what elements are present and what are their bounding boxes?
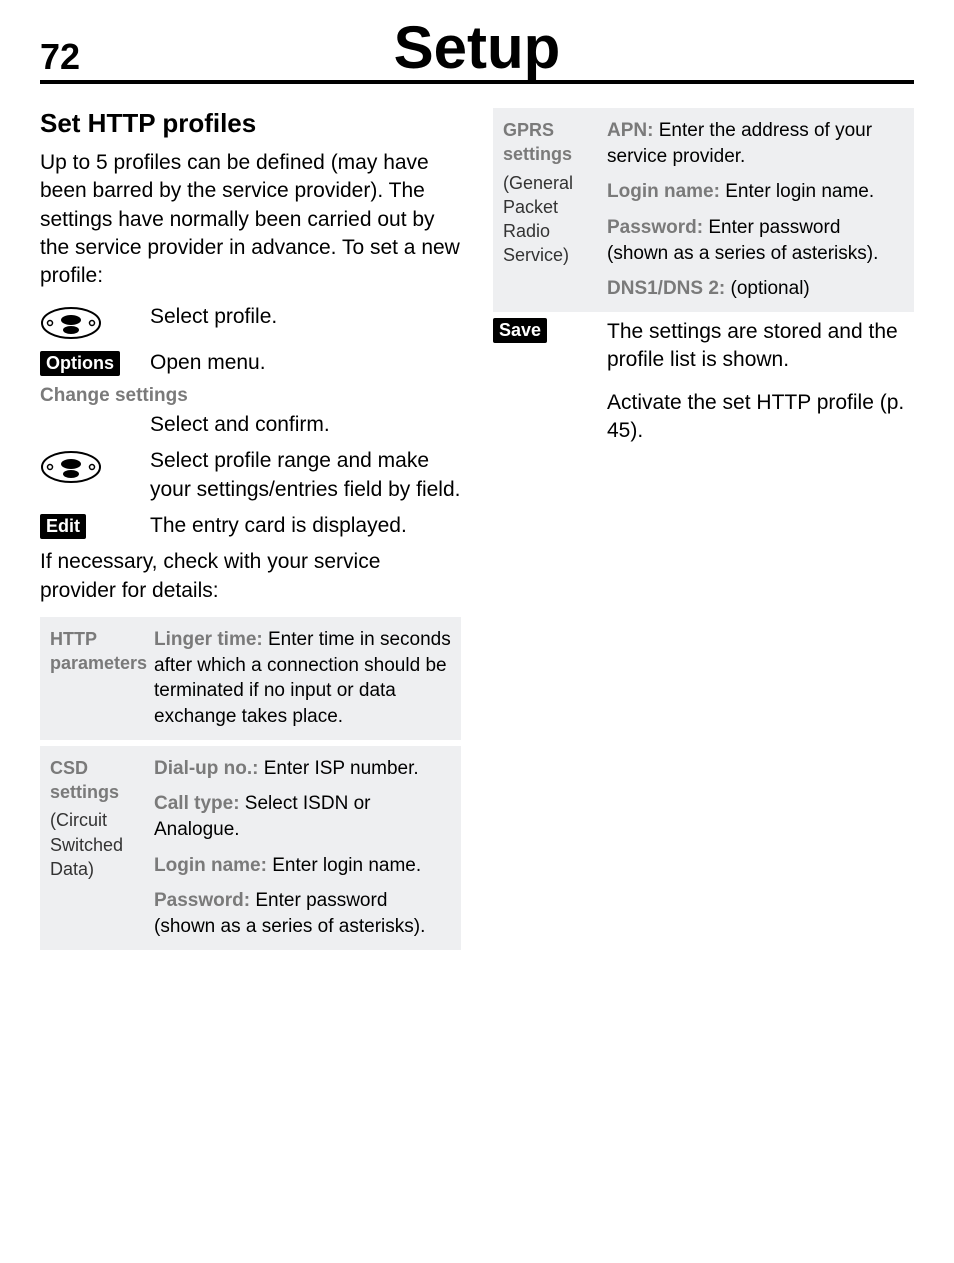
softkey-edit: Edit: [40, 514, 86, 539]
http-parameters-block: HTTP parameters Linger time: Enter time …: [40, 617, 461, 740]
change-settings-label: Change settings: [40, 385, 461, 407]
option-name: Password:: [607, 217, 703, 238]
param-line: Login name: Enter login name.: [607, 179, 904, 205]
http-param-label: HTTP parameters: [50, 629, 147, 673]
param-line: Dial-up no.: Enter ISP number.: [154, 756, 451, 782]
option-text: (optional): [725, 278, 810, 299]
step-row: Select profile.: [40, 303, 461, 341]
content-columns: Set HTTP profiles Up to 5 profiles can b…: [40, 108, 914, 956]
param-label: HTTP parameters: [50, 627, 154, 730]
option-name: Login name:: [607, 181, 720, 202]
param-value: Dial-up no.: Enter ISP number. Call type…: [154, 756, 451, 940]
provider-note: If necessary, check with your service pr…: [40, 548, 461, 605]
param-value: Linger time: Enter time in seconds after…: [154, 627, 451, 730]
step-desc: Select and confirm.: [150, 411, 461, 439]
step-desc: The entry card is displayed.: [150, 512, 461, 540]
option-name: Dial-up no.:: [154, 758, 258, 779]
step-row: Select and confirm.: [40, 411, 461, 439]
page-title: Setup: [130, 18, 824, 78]
param-value: APN: Enter the address of your service p…: [607, 118, 904, 302]
nav-key-icon: [40, 303, 150, 341]
param-line: Call type: Select ISDN or Analogue.: [154, 791, 451, 842]
param-line: Password: Enter password (shown as a ser…: [154, 888, 451, 939]
param-label: GPRS settings (General Packet Radio Serv…: [503, 118, 607, 302]
option-text: Enter login name.: [720, 181, 874, 202]
gprs-settings-block: GPRS settings (General Packet Radio Serv…: [493, 108, 914, 312]
section-title: Set HTTP profiles: [40, 108, 461, 139]
csd-label: CSD settings: [50, 756, 154, 805]
step-desc: Select profile range and make your setti…: [150, 447, 461, 504]
softkey-icon: Save: [493, 318, 607, 459]
save-para: The settings are stored and the profile …: [607, 318, 914, 375]
csd-sublabel: (Circuit Switched Data): [50, 808, 154, 881]
option-name: APN:: [607, 120, 653, 141]
save-row: Save The settings are stored and the pro…: [493, 318, 914, 459]
param-line: APN: Enter the address of your service p…: [607, 118, 904, 169]
step-row: Select profile range and make your setti…: [40, 447, 461, 504]
softkey-icon: Options: [40, 349, 150, 376]
left-column: Set HTTP profiles Up to 5 profiles can b…: [40, 108, 461, 956]
page-header: 72 Setup: [40, 18, 914, 84]
param-line: Login name: Enter login name.: [154, 853, 451, 879]
spacer: [40, 411, 150, 413]
option-text: Enter login name.: [267, 855, 421, 876]
gprs-label: GPRS settings: [503, 118, 607, 167]
option-name: Linger time:: [154, 629, 263, 650]
gprs-sublabel: (General Packet Radio Service): [503, 171, 607, 268]
step-desc: Select profile.: [150, 303, 461, 331]
option-name: Login name:: [154, 855, 267, 876]
option-text: Enter ISP number.: [258, 758, 418, 779]
csd-settings-block: CSD settings (Circuit Switched Data) Dia…: [40, 746, 461, 950]
param-line: Linger time: Enter time in seconds after…: [154, 627, 451, 730]
softkey-options: Options: [40, 351, 120, 376]
save-desc: The settings are stored and the profile …: [607, 318, 914, 459]
param-label: CSD settings (Circuit Switched Data): [50, 756, 154, 940]
option-name: Call type:: [154, 793, 240, 814]
param-line: Password: Enter password (shown as a ser…: [607, 215, 904, 266]
step-row: Options Open menu.: [40, 349, 461, 377]
option-name: Password:: [154, 890, 250, 911]
right-column: GPRS settings (General Packet Radio Serv…: [493, 108, 914, 956]
step-desc: Open menu.: [150, 349, 461, 377]
save-para: Activate the set HTTP profile (p. 45).: [607, 389, 914, 446]
softkey-save: Save: [493, 318, 547, 343]
step-row: Edit The entry card is displayed.: [40, 512, 461, 540]
page-number: 72: [40, 36, 130, 78]
intro-text: Up to 5 profiles can be defined (may hav…: [40, 149, 461, 291]
param-line: DNS1/DNS 2: (optional): [607, 276, 904, 302]
nav-key-icon: [40, 447, 150, 485]
softkey-icon: Edit: [40, 512, 150, 539]
option-name: DNS1/DNS 2:: [607, 278, 725, 299]
